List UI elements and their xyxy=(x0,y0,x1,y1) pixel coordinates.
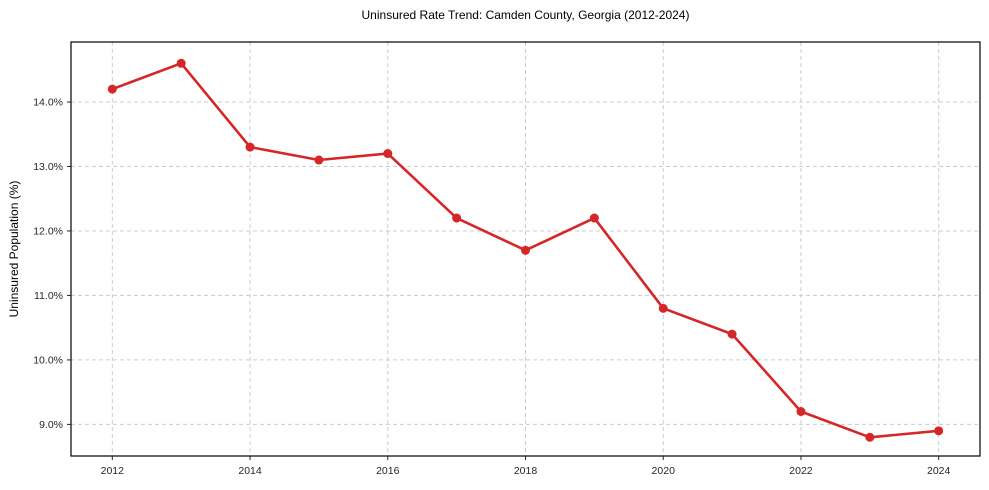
data-point xyxy=(589,213,599,223)
x-tick-label: 2014 xyxy=(238,465,262,477)
y-tick-label: 10.0% xyxy=(33,355,63,367)
data-points xyxy=(107,58,944,442)
data-point xyxy=(383,149,393,159)
grid-lines xyxy=(71,42,980,456)
y-tick-label: 14.0% xyxy=(33,97,63,109)
data-point xyxy=(314,155,324,165)
data-point xyxy=(658,303,668,313)
x-axis: 2012 2014 2016 2018 2020 2022 2024 xyxy=(101,456,951,477)
y-tick-label: 13.0% xyxy=(33,161,63,173)
data-point xyxy=(796,407,806,417)
x-tick-label: 2022 xyxy=(789,465,813,477)
y-tick-label: 11.0% xyxy=(34,290,63,302)
y-tick-label: 12.0% xyxy=(33,226,63,238)
x-tick-label: 2012 xyxy=(101,465,125,477)
data-point xyxy=(176,58,186,68)
data-point xyxy=(727,329,737,339)
data-point xyxy=(521,245,530,255)
data-point xyxy=(107,84,117,94)
x-tick-label: 2024 xyxy=(927,465,951,477)
x-tick-label: 2016 xyxy=(376,465,400,477)
chart-title: Uninsured Rate Trend: Camden County, Geo… xyxy=(361,8,690,22)
data-point xyxy=(452,213,462,223)
data-point xyxy=(245,142,255,152)
y-axis: 9.0% 10.0% 11.0% 12.0% 13.0% 14.0% xyxy=(33,97,71,431)
data-point xyxy=(934,426,944,436)
x-tick-label: 2020 xyxy=(652,465,676,477)
data-point xyxy=(865,432,875,442)
y-tick-label: 9.0% xyxy=(39,419,63,431)
x-tick-label: 2018 xyxy=(514,465,538,477)
